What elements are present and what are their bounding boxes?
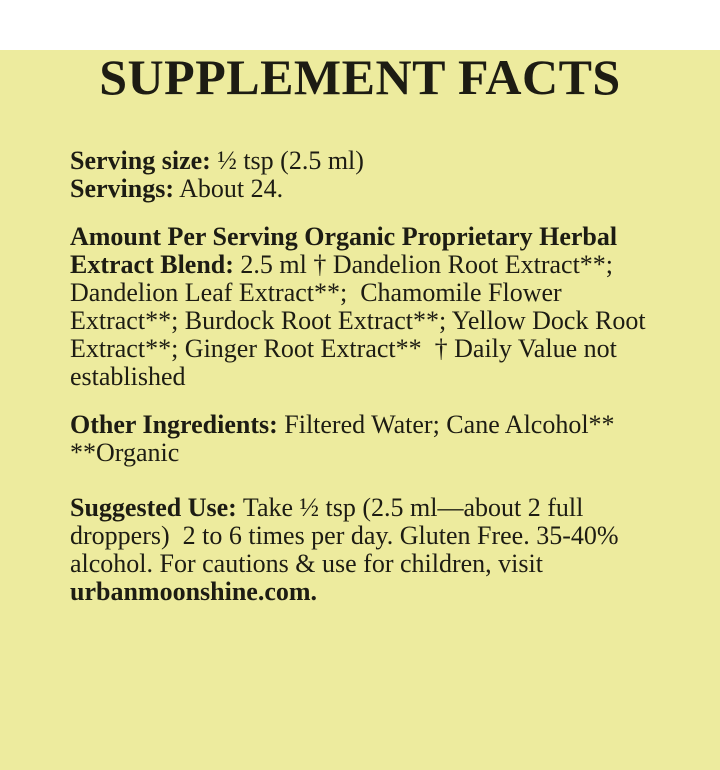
other-ingredients-line-1: Other Ingredients: Filtered Water; Cane … [70,411,650,439]
website-text: urbanmoonshine.com. [70,577,318,606]
other-ingredients-section: Other Ingredients: Filtered Water; Cane … [70,411,650,467]
suggested-use-label: Suggested Use: [70,493,237,522]
suggested-use-text: Take ½ tsp (2.5 ml—about 2 full [236,493,584,522]
suggested-use-section: Suggested Use: Take ½ tsp (2.5 ml—about … [70,494,650,606]
servings-label: Servings: [70,174,174,203]
other-ingredients-value: Filtered Water; Cane Alcohol** [277,410,615,439]
blend-ingredients-text: Extract**; Ginger Root Extract** † Daily… [70,334,617,363]
other-ingredients-line-2: **Organic [70,439,650,467]
serving-info-section: Serving size: ½ tsp (2.5 ml) Servings: A… [70,147,650,203]
blend-line-2: Extract Blend: 2.5 ml † Dandelion Root E… [70,251,650,279]
blend-line-3: Dandelion Leaf Extract**; Chamomile Flow… [70,279,650,307]
herbal-blend-section: Amount Per Serving Organic Proprietary H… [70,223,650,391]
blend-ingredients-text: Dandelion Leaf Extract**; Chamomile Flow… [70,278,562,307]
servings-value: About 24. [174,174,284,203]
suggested-use-line-2: droppers) 2 to 6 times per day. Gluten F… [70,522,650,550]
blend-line-6: established [70,363,650,391]
suggested-use-line-3: alcohol. For cautions & use for children… [70,550,650,578]
suggested-use-text: alcohol. For cautions & use for children… [70,549,543,578]
suggested-use-line-1: Suggested Use: Take ½ tsp (2.5 ml—about … [70,494,650,522]
suggested-use-text: droppers) 2 to 6 times per day. Gluten F… [70,521,619,550]
blend-line-4: Extract**; Burdock Root Extract**; Yello… [70,307,650,335]
blend-line-5: Extract**; Ginger Root Extract** † Daily… [70,335,650,363]
suggested-use-line-4: urbanmoonshine.com. [70,578,650,606]
serving-size-line: Serving size: ½ tsp (2.5 ml) [70,147,650,175]
other-ingredients-label: Other Ingredients: [70,410,278,439]
supplement-facts-label: SUPPLEMENT FACTS Serving size: ½ tsp (2.… [0,50,720,770]
servings-count-line: Servings: About 24. [70,175,650,203]
daily-value-note: established [70,362,186,391]
blend-heading-part-2: Extract Blend: [70,250,234,279]
blend-amount-and-first-ingredient: 2.5 ml † Dandelion Root Extract**; [233,250,614,279]
blend-ingredients-text: Extract**; Burdock Root Extract**; Yello… [70,306,646,335]
blend-heading-part-1: Amount Per Serving Organic Proprietary H… [70,222,618,251]
serving-size-value: ½ tsp (2.5 ml) [210,146,364,175]
page-title: SUPPLEMENT FACTS [99,49,621,105]
organic-footnote: **Organic [70,438,180,467]
blend-line-1: Amount Per Serving Organic Proprietary H… [70,223,650,251]
serving-size-label: Serving size: [70,146,211,175]
